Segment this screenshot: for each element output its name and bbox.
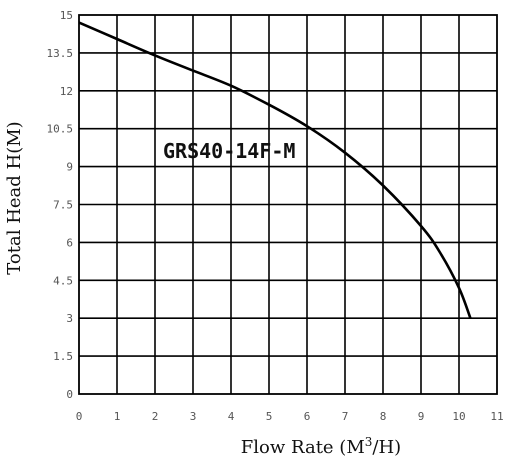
x-tick-label: 7 [342,410,349,423]
y-tick-label: 3 [66,312,73,325]
y-axis-label: Total Head H(M) [4,121,25,274]
y-tick-label: 4.5 [53,274,73,287]
y-tick-label: 13.5 [47,47,74,60]
y-tick-label: 15 [60,9,73,22]
y-tick-label: 7.5 [53,199,73,212]
grid [78,14,498,395]
x-axis-label: Flow Rate (M3/H) [241,435,401,458]
y-tick-label: 9 [66,161,73,174]
series-line-grs40-14f-m [78,21,472,319]
x-tick-label: 9 [418,410,425,423]
y-tick-label: 10.5 [47,123,74,136]
x-tick-labels: 0 1 2 3 4 5 6 7 8 9 10 11 [76,410,504,423]
x-tick-label: 6 [304,410,311,423]
y-tick-label: 12 [60,85,73,98]
x-tick-label: 4 [228,410,235,423]
y-tick-label: 1.5 [53,350,73,363]
x-tick-label: 11 [490,410,503,423]
x-tick-label: 1 [114,410,121,423]
y-tick-label: 6 [66,236,73,249]
x-tick-label: 2 [152,410,159,423]
series-annotation: GRS40-14F-M [163,139,295,163]
x-tick-label: 0 [76,410,83,423]
y-tick-labels: 0 1.5 3 4.5 6 7.5 9 10.5 12 13.5 15 [47,9,74,401]
x-tick-label: 10 [452,410,465,423]
x-tick-label: 5 [266,410,273,423]
y-tick-label: 0 [66,388,73,401]
x-tick-label: 3 [190,410,197,423]
x-tick-label: 8 [380,410,387,423]
